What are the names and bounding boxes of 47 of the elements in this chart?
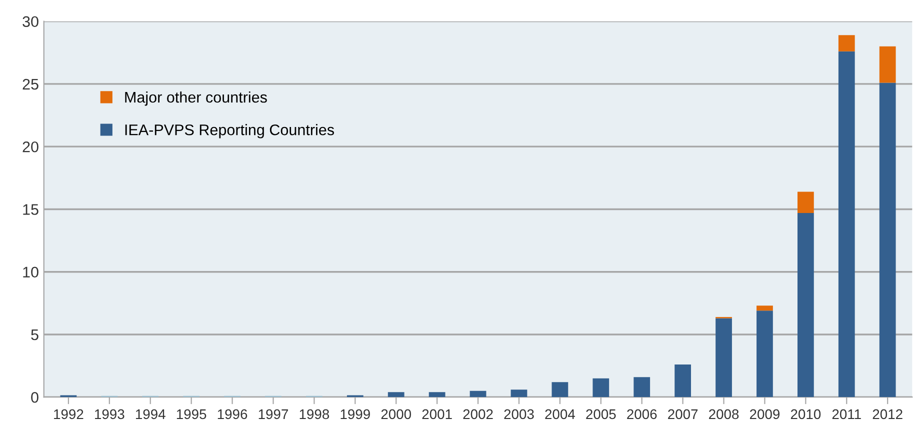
bar [797, 212, 814, 398]
x-tick-label: 2006 [627, 409, 657, 420]
x-tick-label: 1998 [300, 409, 330, 420]
x-tick-label: 2005 [586, 409, 616, 420]
x-tick-label: 1995 [176, 409, 206, 420]
y-tick-label: 5 [31, 330, 38, 340]
bar [756, 310, 773, 398]
x-tick-label: 2002 [463, 409, 493, 420]
x-tick-label: 1996 [218, 409, 248, 420]
bar [716, 318, 732, 398]
bar [388, 392, 404, 398]
bar [879, 46, 896, 83]
bar [879, 82, 896, 398]
y-tick-label: 0 [31, 392, 38, 403]
x-tick-label: 2001 [422, 409, 452, 420]
y-tick-label: 10 [23, 266, 38, 278]
bar [510, 390, 528, 398]
x-tick-label: 1997 [258, 409, 288, 420]
bar [634, 377, 650, 398]
x-tick-label: 2004 [545, 409, 575, 420]
x-tick-label: 1994 [136, 409, 166, 420]
bar [756, 306, 773, 311]
y-tick-label: 25 [22, 78, 38, 90]
x-tick-label: 2008 [709, 409, 739, 420]
x-tick-label: 1992 [54, 409, 84, 420]
x-tick-label: 2012 [872, 409, 902, 420]
x-tick-label: 1993 [95, 409, 124, 420]
x-tick-label: 2000 [381, 409, 412, 420]
bar [838, 51, 855, 398]
x-tick-label: 2007 [668, 409, 698, 420]
x-tick-label: 2011 [832, 409, 861, 420]
y-tick-label: 15 [23, 204, 38, 215]
bar [838, 35, 855, 52]
bar [797, 192, 814, 213]
bar [552, 382, 568, 398]
bar [470, 390, 486, 398]
x-tick-label: 2003 [504, 409, 534, 420]
y-tick-label: 20 [22, 141, 38, 152]
bar [674, 364, 691, 398]
x-tick-label: 1999 [340, 409, 370, 420]
legend-label: Major other countries [125, 91, 267, 106]
x-tick-label: 2009 [750, 409, 780, 420]
y-tick-label: 30 [22, 16, 38, 28]
bar [428, 392, 446, 398]
bar [592, 378, 610, 398]
legend-label: IEA-PVPS Reporting Countries [125, 124, 334, 138]
x-tick-label: 2010 [790, 409, 821, 420]
